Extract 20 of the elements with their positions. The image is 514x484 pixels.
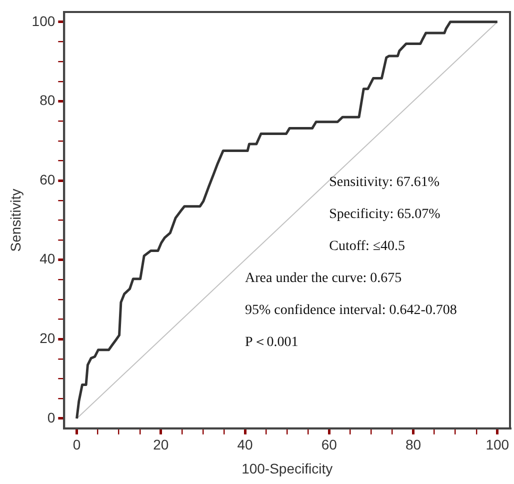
y-tick-label: 80: [40, 92, 56, 108]
annotation: 95% confidence interval: 0.642-0.708: [245, 303, 457, 318]
y-tick-label: 0: [47, 409, 56, 426]
y-tick-label: 20: [40, 330, 56, 346]
annotation: Specificity: 65.07%: [329, 207, 441, 222]
annotation: Sensitivity: 67.61%: [329, 175, 440, 190]
annotation: Cutoff: ≤40.5: [329, 239, 406, 254]
y-tick-label: 100: [32, 12, 56, 29]
x-axis-title: 100-Specificity: [242, 460, 333, 476]
y-tick-label: 60: [40, 171, 56, 188]
annotation: P＜0.001: [245, 335, 298, 350]
annotation: Area under the curve: 0.675: [245, 271, 402, 286]
x-tick-label: 80: [405, 436, 422, 453]
x-tick-label: 40: [237, 436, 254, 453]
x-tick-label: 100: [486, 436, 510, 453]
x-tick-label: 20: [153, 436, 169, 453]
x-tick-label: 0: [72, 436, 81, 453]
x-tick-label: 60: [321, 436, 338, 453]
y-tick-label: 40: [40, 250, 56, 267]
y-axis-title: Sensitivity: [7, 188, 24, 252]
